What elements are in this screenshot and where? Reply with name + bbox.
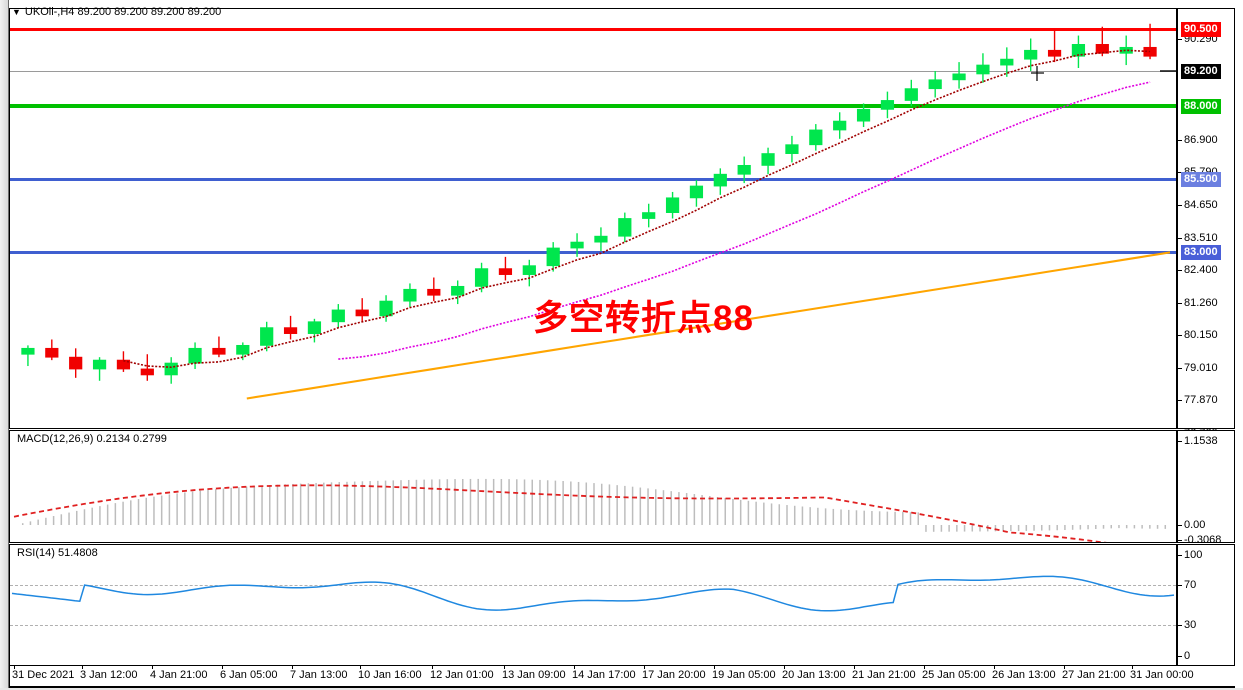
window-border [8, 0, 1243, 690]
price-axis-tick: 84.650 [1178, 200, 1218, 211]
time-axis-tick [360, 666, 361, 669]
macd-pane[interactable]: 1.1538 0.00 -0.3068 MACD(12,26,9) 0.2134 0… [9, 430, 1235, 546]
price-axis-highlight-85-500[interactable]: 85.500 [1181, 172, 1221, 187]
time-axis-tick [644, 666, 645, 669]
triangle-down-icon[interactable]: ▼ [12, 7, 21, 17]
price-axis-tick: 81.260 [1178, 298, 1218, 309]
rsi-pane[interactable]: 100 70 30 0 RSI(14) 51.4808 [9, 544, 1235, 666]
symbol-header-text: UKOil-,H4 89.200 89.200 89.200 89.200 [24, 6, 222, 18]
time-axis-label: 13 Jan 09:00 [502, 669, 566, 681]
rsi-axis[interactable]: 100 70 30 0 [1176, 545, 1234, 665]
current-price-line-89200[interactable] [10, 71, 1176, 72]
time-axis-label: 21 Jan 21:00 [852, 669, 916, 681]
price-axis-tick: 80.150 [1178, 330, 1218, 341]
time-axis-label: 14 Jan 17:00 [572, 669, 636, 681]
support-line-83000[interactable] [10, 251, 1176, 254]
chart-annotation-text: 多空转折点88 [533, 299, 754, 338]
time-axis-tick [222, 666, 223, 669]
rsi-level-line [10, 585, 1176, 586]
time-axis-tick [504, 666, 505, 669]
support-line-85500[interactable] [10, 178, 1176, 181]
resistance-line-90500[interactable] [10, 28, 1176, 31]
window-bottom-edge [0, 688, 1243, 690]
time-axis-label: 25 Jan 05:00 [922, 669, 986, 681]
macd-axis-tick: 0.00 [1178, 520, 1205, 531]
time-axis-tick [714, 666, 715, 669]
macd-axis-tick: -0.3068 [1178, 535, 1221, 546]
time-axis-tick [152, 666, 153, 669]
time-axis-tick [1064, 666, 1065, 669]
macd-label: MACD(12,26,9) 0.2134 0.2799 [15, 433, 169, 445]
time-axis-label: 27 Jan 21:00 [1062, 669, 1126, 681]
rsi-plot-area[interactable] [10, 545, 1176, 665]
time-axis[interactable]: 31 Dec 2021 3 Jan 12:00 4 Jan 21:00 6 Jan 0… [9, 666, 1235, 688]
price-axis-highlight-89-200[interactable]: 89.200 [1181, 64, 1221, 79]
time-axis-label: 6 Jan 05:00 [220, 669, 278, 681]
price-axis-tick: 79.010 [1178, 363, 1218, 374]
symbol-header: ▼ UKOil-,H4 89.200 89.200 89.200 89.200 [12, 6, 221, 18]
time-axis-label: 31 Dec 2021 [12, 669, 75, 681]
time-axis-tick [574, 666, 575, 669]
time-axis-tick [82, 666, 83, 669]
time-axis-label: 26 Jan 13:00 [992, 669, 1056, 681]
time-axis-label: 31 Jan 00:00 [1130, 669, 1194, 681]
time-axis-tick [432, 666, 433, 669]
price-axis-highlight-90-500[interactable]: 90.500 [1181, 22, 1221, 37]
price-axis-highlight-83-000[interactable]: 83.000 [1181, 245, 1221, 260]
time-axis-tick [784, 666, 785, 669]
time-axis-label: 3 Jan 12:00 [80, 669, 138, 681]
time-axis-label: 20 Jan 13:00 [782, 669, 846, 681]
price-axis-tick: 82.400 [1178, 265, 1218, 276]
macd-axis[interactable]: 1.1538 0.00 -0.3068 [1176, 431, 1234, 546]
pivot-line-88000[interactable] [10, 104, 1176, 108]
price-axis-tick: 83.510 [1178, 233, 1218, 244]
time-axis-tick [924, 666, 925, 669]
price-axis-tick: 77.870 [1178, 395, 1218, 406]
price-pane[interactable]: 90.29086.90085.79084.65083.51082.40081.2… [9, 8, 1235, 439]
time-axis-label: 10 Jan 16:00 [358, 669, 422, 681]
time-axis-label: 7 Jan 13:00 [290, 669, 348, 681]
rsi-level-line [10, 625, 1176, 626]
rsi-axis-tick: 30 [1178, 620, 1196, 631]
price-plot-area[interactable] [10, 9, 1176, 428]
time-axis-tick [854, 666, 855, 669]
rsi-axis-tick: 70 [1178, 580, 1196, 591]
price-axis-highlight-88-000[interactable]: 88.000 [1181, 99, 1221, 114]
time-axis-label: 4 Jan 21:00 [150, 669, 208, 681]
time-axis-label: 19 Jan 05:00 [712, 669, 776, 681]
time-axis-tick [292, 666, 293, 669]
time-axis-label: 17 Jan 20:00 [642, 669, 706, 681]
macd-plot-area[interactable] [10, 431, 1176, 542]
rsi-label: RSI(14) 51.4808 [15, 547, 100, 559]
rsi-axis-tick: 0 [1178, 651, 1190, 662]
price-axis-tick: 90.290 [1178, 34, 1218, 45]
time-axis-label: 12 Jan 01:00 [430, 669, 494, 681]
time-axis-tick [14, 666, 15, 669]
time-axis-tick [1132, 666, 1133, 669]
rsi-axis-tick: 100 [1178, 550, 1202, 561]
time-axis-tick [994, 666, 995, 669]
price-axis-tick: 86.900 [1178, 135, 1218, 146]
price-axis[interactable]: 90.29086.90085.79084.65083.51082.40081.2… [1176, 9, 1234, 439]
macd-axis-tick: 1.1538 [1178, 436, 1218, 447]
